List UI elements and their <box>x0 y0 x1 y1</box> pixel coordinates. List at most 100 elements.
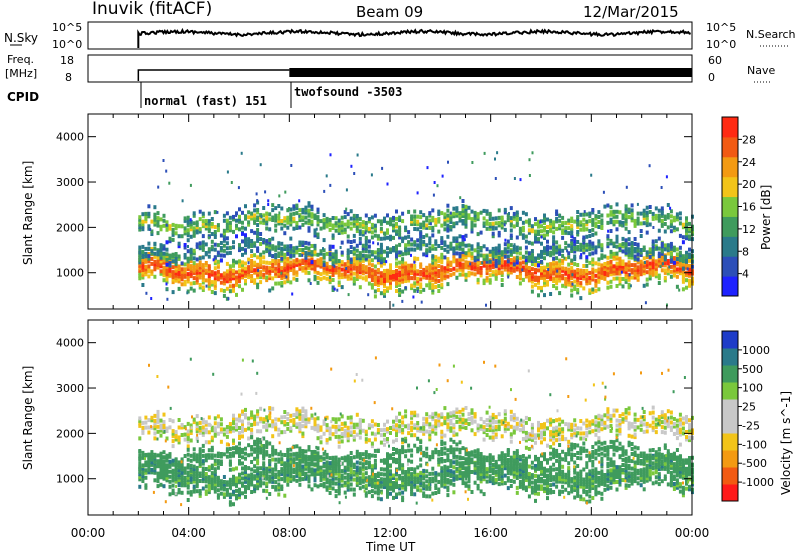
velocity-cell <box>307 461 311 466</box>
power-cell <box>316 207 320 212</box>
power-cell <box>555 209 559 214</box>
velocity-cell <box>228 477 232 482</box>
power-cell <box>370 215 374 220</box>
velocity-cell <box>470 470 474 474</box>
velocity-cell <box>518 474 522 479</box>
power-cell <box>364 246 368 251</box>
power-cell <box>567 267 571 272</box>
power-cell <box>509 270 513 275</box>
power-cell <box>232 245 235 250</box>
power-cell <box>618 281 622 286</box>
velocity-cell <box>171 491 175 496</box>
power-cell <box>235 270 238 275</box>
power-cell <box>597 210 601 215</box>
power-speckle <box>432 193 435 197</box>
velocity-cell <box>534 481 537 486</box>
velocity-cell <box>198 474 202 478</box>
velocity-cell <box>370 484 374 489</box>
velocity-cell <box>558 477 562 482</box>
power-cell <box>588 270 592 275</box>
power-cell <box>307 241 311 246</box>
power-cell <box>213 278 217 283</box>
power-cell <box>597 279 601 284</box>
velocity-cell <box>358 476 362 481</box>
power-cell <box>156 231 160 236</box>
velocity-cell <box>446 465 450 470</box>
velocity-cell <box>207 487 211 492</box>
velocity-cell <box>328 461 332 466</box>
power-cell <box>669 246 673 251</box>
power-cell <box>446 262 450 267</box>
velocity-cell <box>144 470 148 475</box>
power-cell <box>410 222 414 226</box>
power-cell <box>343 274 347 279</box>
power-cell <box>373 274 377 279</box>
velocity-cell <box>292 475 296 480</box>
power-cell <box>313 264 317 269</box>
power-cell <box>573 272 577 277</box>
velocity-cell <box>624 475 628 480</box>
power-cell <box>558 263 562 268</box>
power-cell <box>657 281 661 285</box>
power-cell <box>434 217 438 222</box>
velocity-cell <box>216 493 220 498</box>
power-cell <box>585 234 589 239</box>
power-cell <box>540 252 543 257</box>
velocity-cell <box>627 466 631 471</box>
velocity-cell <box>579 497 583 502</box>
velocity-cell <box>518 467 522 472</box>
velocity-cell <box>395 485 398 489</box>
power-cell <box>639 264 643 269</box>
velocity-cell <box>609 463 613 468</box>
velocity-cell <box>343 468 347 473</box>
power-cell <box>422 223 426 228</box>
power-cell <box>461 247 465 252</box>
velocity-cell <box>530 465 534 470</box>
velocity-cell <box>440 471 444 476</box>
power-cell <box>313 259 317 264</box>
power-cell <box>310 256 314 261</box>
power-cell <box>503 242 507 247</box>
velocity-cell <box>307 476 311 481</box>
power-cell <box>546 280 549 285</box>
power-cell <box>630 203 634 208</box>
velocity-cell <box>549 468 553 473</box>
power-cell <box>515 265 519 269</box>
power-cell <box>361 232 365 237</box>
power-cell <box>271 203 275 208</box>
power-cell <box>244 233 247 238</box>
power-cell <box>177 224 181 229</box>
power-cell <box>383 293 386 298</box>
velocity-cell <box>316 464 320 469</box>
power-cell <box>349 274 353 278</box>
power-cell <box>413 227 417 231</box>
velocity-cell <box>594 477 598 482</box>
power-speckle <box>644 301 647 305</box>
power-cell <box>262 272 266 277</box>
power-cell <box>603 254 607 259</box>
power-cell <box>530 267 534 272</box>
power-cell <box>470 219 474 224</box>
power-cell <box>250 276 254 281</box>
velocity-cell <box>446 488 450 493</box>
velocity-cell <box>672 482 676 486</box>
power-speckle <box>519 178 522 182</box>
velocity-cell <box>174 435 178 439</box>
velocity-cell <box>156 471 160 476</box>
power-cell <box>440 257 444 262</box>
power-cell <box>555 250 559 255</box>
power-cell <box>527 218 531 223</box>
power-speckle <box>547 268 550 271</box>
velocity-cell <box>419 475 423 480</box>
power-cell <box>162 278 166 283</box>
power-cell <box>407 263 411 268</box>
power-cell <box>464 251 468 256</box>
velocity-cell <box>210 473 214 478</box>
power-cell <box>216 253 220 258</box>
power-cell <box>346 219 350 224</box>
velocity-cell <box>322 474 326 479</box>
power-cell <box>606 270 610 275</box>
power-cell <box>464 222 468 227</box>
power-cell <box>232 288 235 293</box>
power-cell <box>660 211 664 216</box>
